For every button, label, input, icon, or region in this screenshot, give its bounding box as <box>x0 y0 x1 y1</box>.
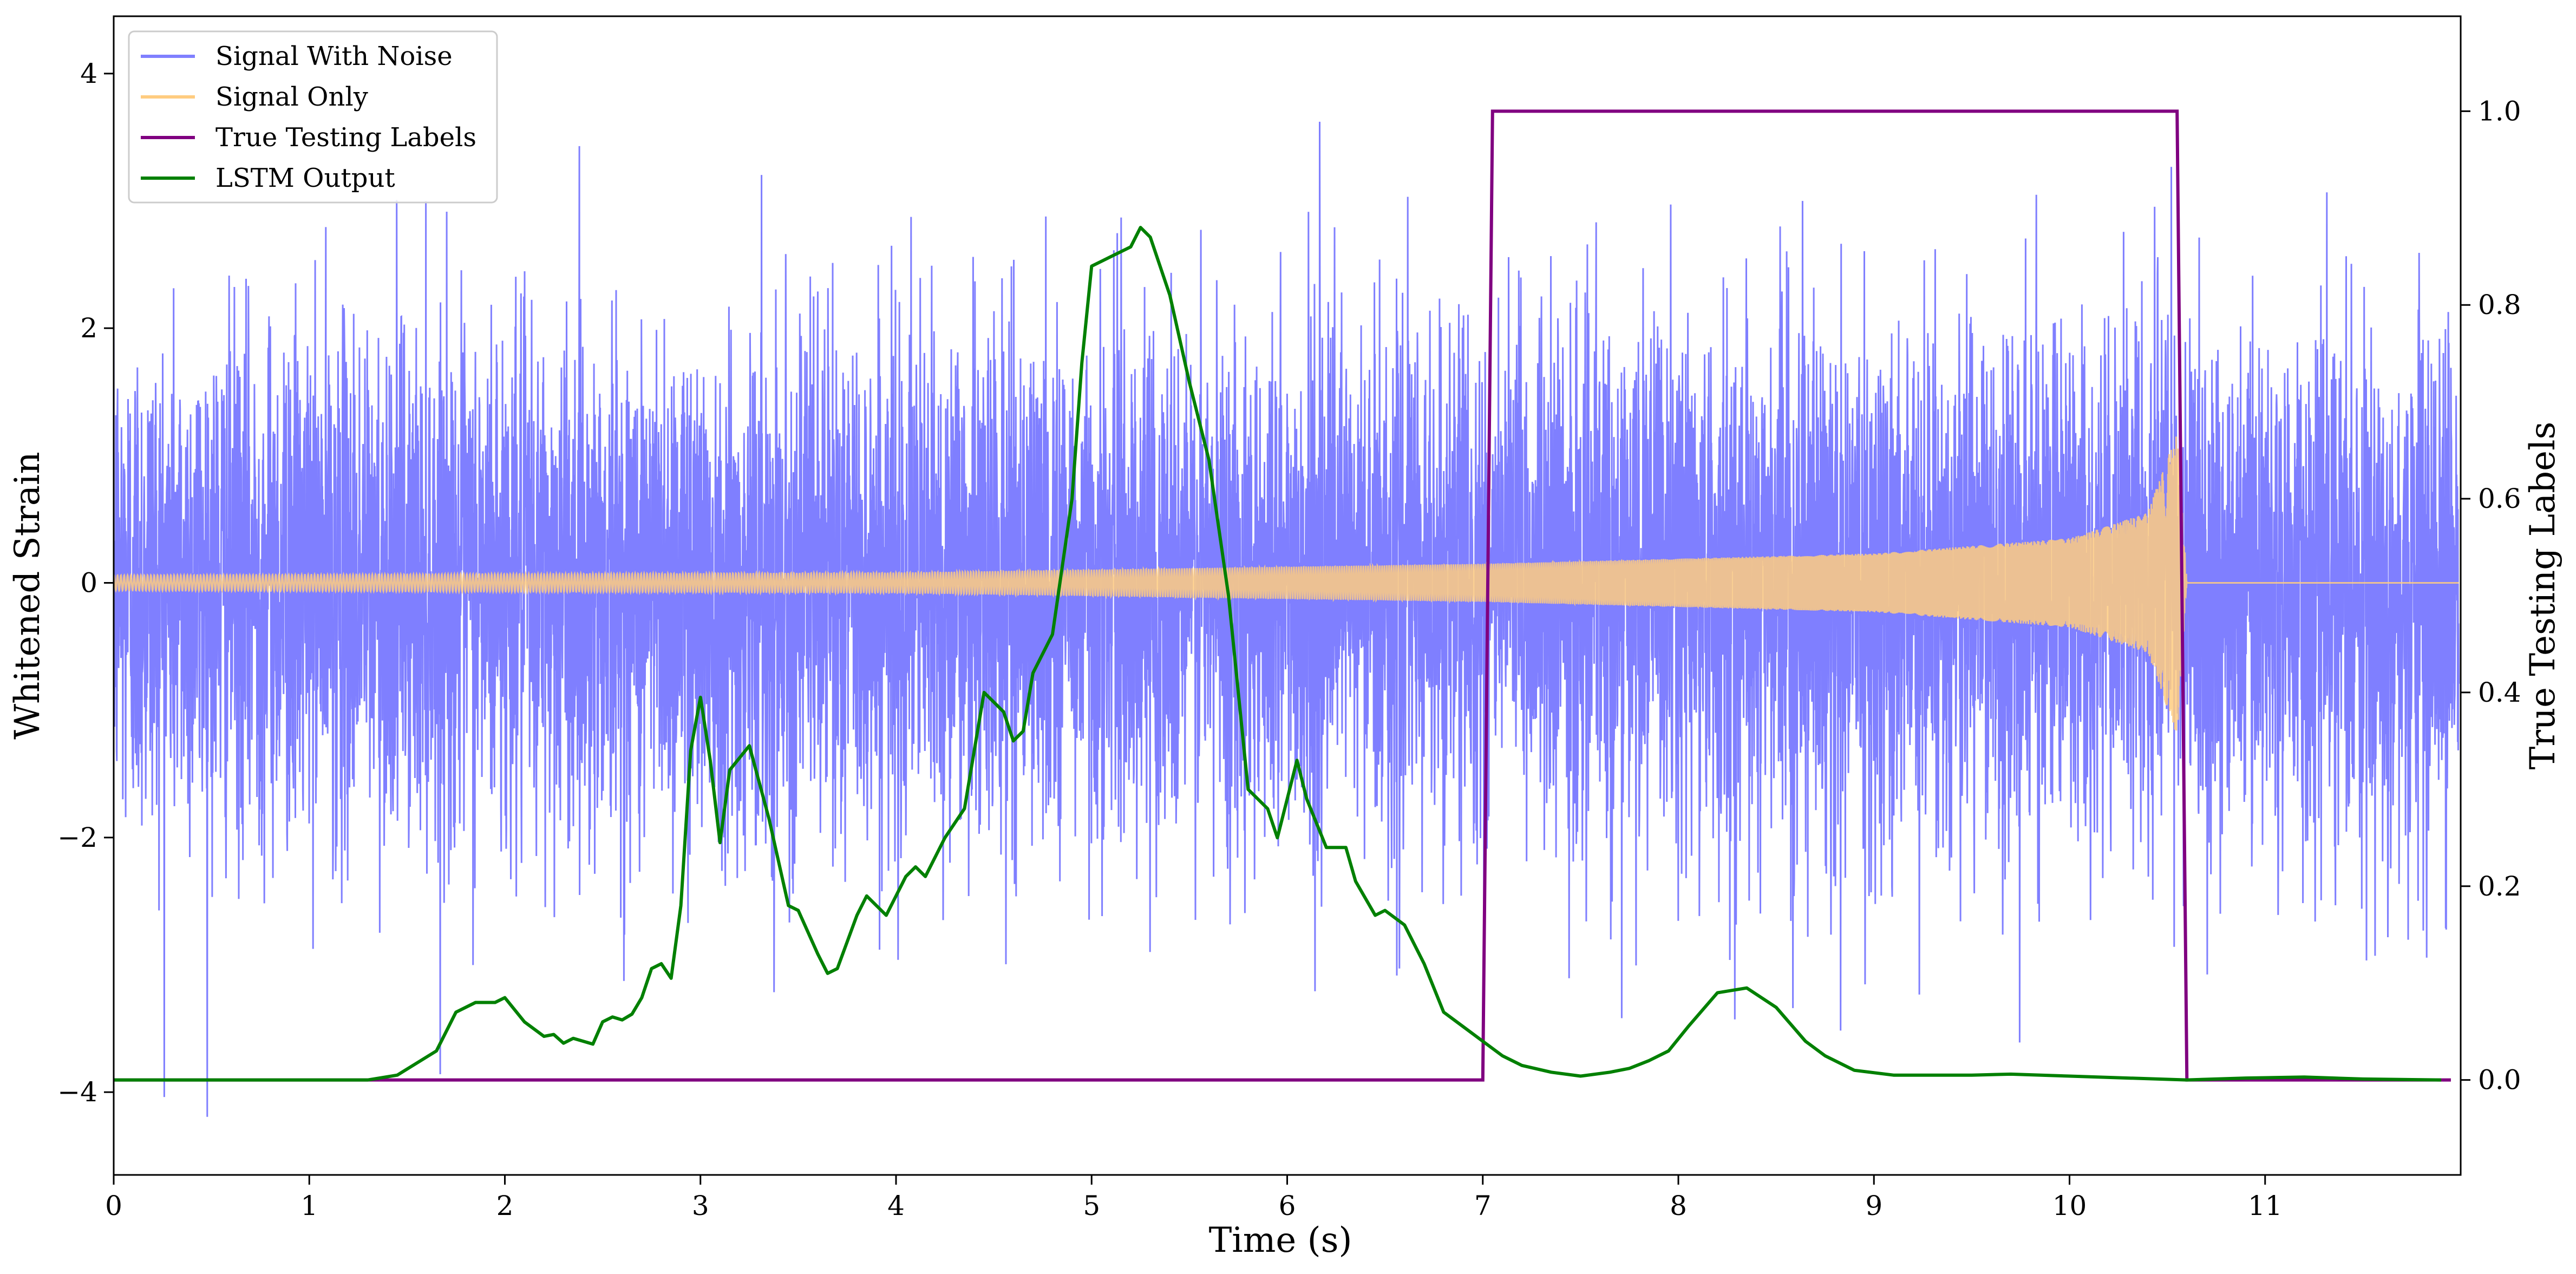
x-tick-label: 7 <box>1474 1190 1492 1221</box>
y-tick-label: −2 <box>57 822 97 853</box>
legend-label: Signal Only <box>215 82 368 112</box>
x-tick-label: 0 <box>105 1190 122 1221</box>
x-axis-title: Time (s) <box>1209 1220 1352 1260</box>
x-tick-label: 6 <box>1279 1190 1296 1221</box>
x-tick-label: 2 <box>496 1190 514 1221</box>
legend-label: LSTM Output <box>215 163 395 193</box>
line-signal-only <box>114 436 2459 731</box>
y2-tick-label: 0.0 <box>2478 1064 2521 1096</box>
legend-label: True Testing Labels <box>215 122 476 153</box>
x-tick-label: 8 <box>1670 1190 1687 1221</box>
y2-axis-title: True Testing Labels <box>2523 422 2563 770</box>
x-tick-label: 11 <box>2248 1190 2283 1221</box>
x-tick-label: 3 <box>692 1190 709 1221</box>
x-tick-label: 9 <box>1865 1190 1882 1221</box>
series-lstm-output <box>114 226 2441 1082</box>
x-tick-label: 10 <box>2052 1190 2087 1221</box>
series-signal-only <box>114 436 2459 731</box>
y2-tick-label: 0.4 <box>2478 677 2521 708</box>
y-axis-title: Whitened Strain <box>8 452 48 739</box>
y2-tick-label: 0.8 <box>2478 289 2521 321</box>
y-tick-label: 4 <box>80 58 97 89</box>
y-axis-right: 0.0 0.2 0.4 0.6 0.8 1.0 <box>2461 95 2521 1096</box>
y2-tick-label: 0.2 <box>2478 871 2521 902</box>
y2-tick-label: 1.0 <box>2478 95 2521 127</box>
legend-label: Signal With Noise <box>215 41 453 71</box>
x-axis: 0 1 2 3 4 5 6 7 8 9 10 11 <box>105 1175 2283 1221</box>
y2-tick-label: 0.6 <box>2478 483 2521 514</box>
x-tick-label: 4 <box>887 1190 905 1221</box>
y-tick-label: 2 <box>80 312 97 344</box>
y-axis-left: −4 −2 0 2 4 <box>57 58 114 1108</box>
line-lstm-output <box>114 226 2441 1082</box>
x-tick-label: 5 <box>1083 1190 1100 1221</box>
plot-area <box>114 109 2460 1117</box>
y-tick-label: −4 <box>57 1076 97 1108</box>
x-tick-label: 1 <box>300 1190 318 1221</box>
legend-box <box>128 30 498 204</box>
legend: Signal With Noise Signal Only True Testing… <box>128 30 498 204</box>
y-tick-label: 0 <box>80 567 97 598</box>
